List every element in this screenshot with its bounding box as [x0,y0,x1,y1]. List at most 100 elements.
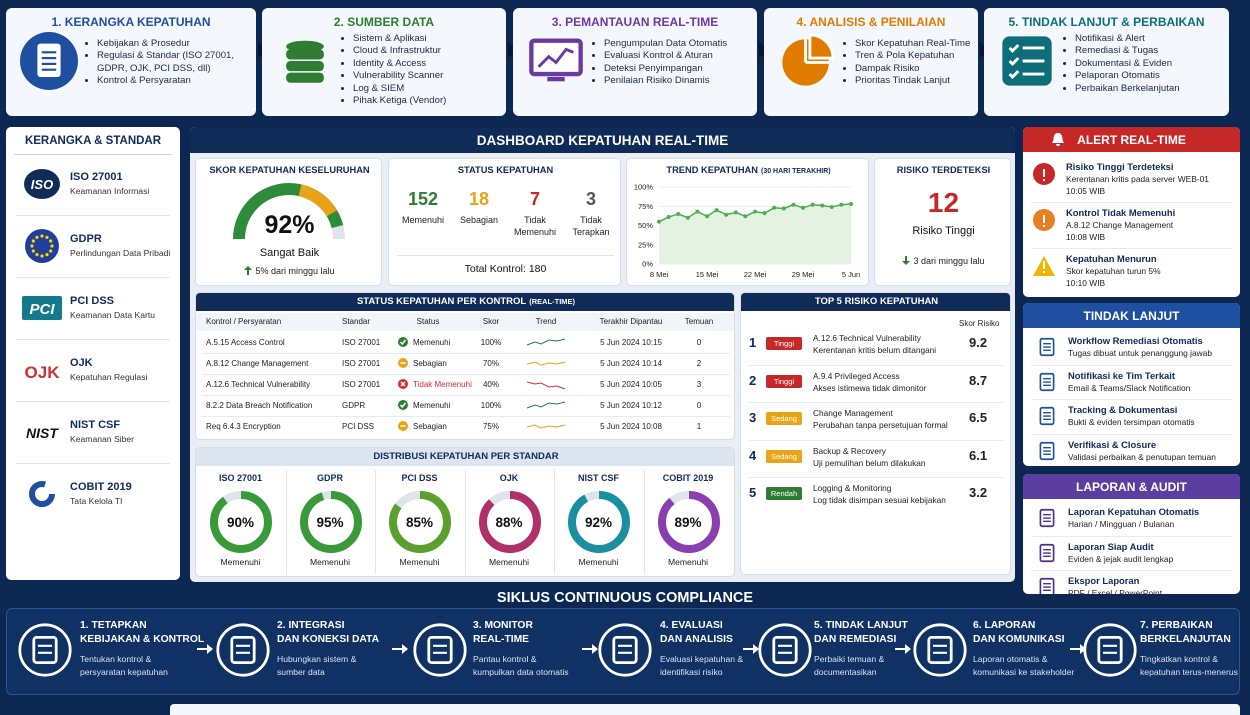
row-divider [1031,399,1232,400]
divider [464,470,466,574]
cycle-arrow [392,644,408,654]
process-card: 1. KERANGKA KEPATUHAN Kebijakan & Prosedu… [6,8,256,116]
donut-value [210,491,272,553]
logo-shape [22,296,62,320]
cycle-arrow [197,644,213,654]
step-desc: komunikasi ke stakeholder [973,667,1075,677]
row-divider [1031,364,1232,366]
cell-last: 5 Jun 2024 10:14 [600,359,662,368]
risk-level: Tinggi [766,374,802,388]
cell-score: 70% [482,359,499,368]
item-title: Laporan Siap Audit [1068,540,1154,552]
y-tick-label: 25% [638,240,653,249]
logo-shape [40,234,44,238]
cell-control: A.12.6 Technical Vulnerability [206,380,311,389]
icon-shape [612,636,638,664]
column-header: Temuan [684,317,714,326]
status-value: 152 [407,189,439,209]
status-value: 7 [529,189,540,209]
icon-shape [286,40,324,53]
sparkline-line [526,424,566,429]
reports-panel: LAPORAN & AUDIT Laporan Kepatuhan Otomati… [1023,474,1240,594]
risk-score: 3.2 [969,485,988,500]
divider [16,339,170,340]
risk-rank: 2 [749,372,757,388]
donut [210,491,272,553]
icon [758,623,812,677]
cell-standard: ISO 27001 [342,359,381,368]
row-divider [202,374,730,375]
alerts-panel: ALERT REAL-TIME Risiko Tinggi Terdeteksi K… [1023,127,1240,297]
risk-label: Risiko Tinggi [912,225,975,237]
alert-time: 10:05 WIB [1066,186,1106,196]
cell-standard: ISO 27001 [342,338,381,347]
logo: OJK [25,363,61,382]
row-divider [1031,570,1232,571]
sparkline [526,361,566,366]
status-icon [398,400,408,410]
row-divider [202,353,730,354]
trend-point [753,209,757,214]
standard-name: GDPR [316,473,343,483]
donut [657,491,720,553]
cell-status: Memenuhi [413,401,451,410]
icon [529,38,583,82]
logo-shape [25,229,59,263]
alert-desc: Kerentanan kritis pada server WEB-01 [1066,174,1209,184]
process-card: 2. SUMBER DATA Sistem & AplikasiCloud & I… [262,8,506,116]
process-title: 1. KERANGKA KEPATUHAN [51,15,211,29]
icon-shape [1043,261,1045,269]
item-desc: Validasi perbaikan & penutupan temuan [1068,451,1216,462]
icon-shape [1097,636,1123,664]
process-item: Sistem & Aplikasi [353,33,509,45]
alert-time: 10:10 WIB [1066,278,1106,288]
icon-shape [598,623,652,677]
standard-name: ISO 27001 [70,171,123,183]
logo-shape [35,235,39,239]
column-header: Terakhir Dipantau [599,317,663,326]
risk-score: 6.5 [969,410,988,425]
risk-score: 8.7 [969,372,988,388]
item-title: Verifikasi & Closure [1068,438,1157,450]
icon-shape [286,72,324,83]
panel-title: TINDAK LANJUT [1083,309,1180,323]
standard-name: ISO 27001 [218,473,263,483]
icon-shape [32,636,58,664]
icon [913,623,967,677]
trend-point [666,215,671,220]
standard-name: GDPR [70,233,102,245]
icon-shape [1039,372,1055,391]
status-label: Tidak Memenuhi [513,215,557,237]
standard-name: COBIT 2019 [70,481,132,493]
step-title: DAN ANALISIS [660,634,733,645]
sparkline-line [526,401,566,409]
cell-findings: 1 [696,422,702,431]
panel-title: DASHBOARD KEPATUHAN REAL-TIME [476,133,729,148]
item-title: Workflow Remediasi Otomatis [1068,335,1203,346]
gauge-accent [298,184,338,217]
row-divider [749,477,1004,478]
process-item: Penilaian Risiko Dinamis [604,75,760,87]
cell-standard: GDPR [342,401,366,410]
cell-standard: ISO 27001 [342,380,381,389]
donut-caption: Memenuhi [488,557,530,567]
risk-desc: Log tidak disimpan sesuai kebijakan [813,495,946,505]
cell-findings: 0 [696,401,702,410]
cycle-strip [6,608,1240,695]
process-item: Deteksi Penyimpangan [604,63,760,75]
standard-name: OJK [70,357,93,369]
icon-shape [1083,623,1137,677]
icon-shape [1039,337,1055,357]
donut-caption: Memenuhi [220,557,261,567]
panel-title: KERANGKA & STANDAR [24,135,162,147]
panel-title: ALERT REAL-TIME [1077,133,1186,147]
divider [643,470,645,574]
risk-value: 12 [927,187,960,218]
risk-title: Backup & Recovery [813,445,886,456]
logo [25,229,59,263]
trend-point [820,203,825,208]
arrow-shape [743,644,759,654]
cell-status: Memenuhi [413,338,451,347]
cycle-arrow [582,644,598,654]
cycle-title: SIKLUS CONTINUOUS COMPLIANCE [496,590,754,606]
